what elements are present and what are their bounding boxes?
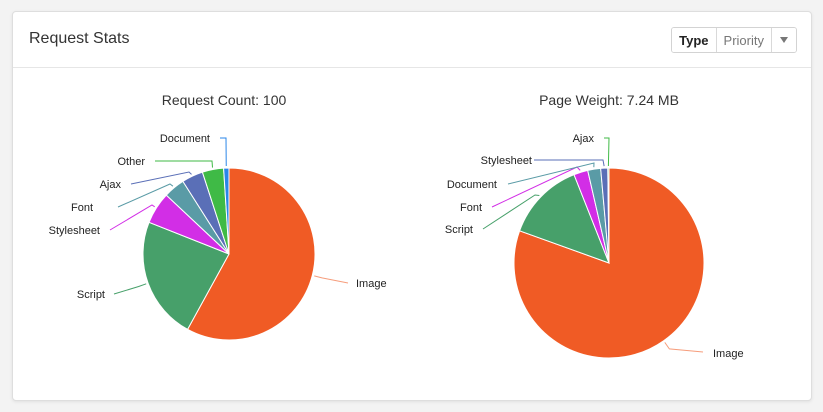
- pie-label-stylesheet: Stylesheet: [49, 225, 100, 237]
- pie-label-document: Document: [160, 133, 210, 145]
- leader-line-document: [507, 162, 595, 185]
- pie-label-font: Font: [71, 202, 93, 214]
- pie-slice-script[interactable]: [518, 174, 610, 264]
- leader-line-ajax: [604, 137, 610, 167]
- pie-slice-image[interactable]: [513, 167, 705, 359]
- leader-line-stylesheet: [534, 159, 605, 167]
- toggle-dropdown-button[interactable]: [772, 28, 796, 52]
- pie-label-ajax: Ajax: [573, 133, 595, 145]
- pie-slice-document[interactable]: [223, 167, 230, 255]
- toggle-priority-button[interactable]: Priority: [716, 28, 772, 52]
- leader-line-script: [113, 283, 147, 295]
- request-count-pie: Image Script Stylesheet Font Ajax Other Docume…: [49, 133, 387, 341]
- leader-line-ajax: [130, 171, 192, 185]
- leader-line-image: [664, 342, 704, 353]
- pie-label-stylesheet: Stylesheet: [481, 155, 532, 167]
- pie-label-script: Script: [445, 224, 473, 236]
- request-count-chart: Request Count: 100 Image Script Stylesheet…: [49, 92, 387, 341]
- leader-line-stylesheet: [109, 204, 155, 231]
- leader-line-font: [117, 183, 174, 208]
- page-weight-chart: Page Weight: 7.24 MB Image Script Font Docu…: [445, 92, 744, 360]
- chart-title-page-weight: Page Weight: 7.24 MB: [539, 92, 679, 108]
- leader-line-other: [155, 160, 214, 168]
- page-weight-pie: Image Script Font Document Stylesheet Ajax: [445, 133, 744, 360]
- pie-slice-ajax[interactable]: [607, 167, 610, 264]
- pie-label-other: Other: [117, 156, 145, 168]
- pie-label-image: Image: [356, 278, 387, 290]
- pie-label-font: Font: [460, 202, 482, 214]
- leader-line-document: [220, 137, 227, 167]
- chart-title-request-count: Request Count: 100: [162, 92, 287, 108]
- leader-line-image: [314, 275, 349, 284]
- toggle-type-button[interactable]: Type: [672, 28, 717, 52]
- pie-label-ajax: Ajax: [100, 179, 122, 191]
- card-title: Request Stats: [29, 30, 130, 47]
- caret-down-icon: [780, 37, 788, 43]
- pie-label-script: Script: [77, 289, 105, 301]
- leader-line-script: [482, 194, 540, 230]
- card-header: Request Stats Type Priority: [13, 12, 811, 68]
- pie-label-image: Image: [713, 348, 744, 360]
- pie-slice-script[interactable]: [142, 221, 230, 331]
- pie-slice-image[interactable]: [186, 167, 316, 341]
- group-by-toggle: Type Priority: [671, 27, 797, 53]
- pie-label-document: Document: [447, 179, 497, 191]
